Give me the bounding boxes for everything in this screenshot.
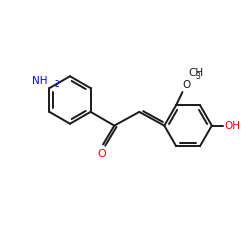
Text: O: O <box>183 80 191 90</box>
Text: OH: OH <box>224 121 240 130</box>
Text: 2: 2 <box>54 80 59 89</box>
Text: 3: 3 <box>196 72 200 81</box>
Text: NH: NH <box>32 76 48 86</box>
Text: CH: CH <box>188 68 203 78</box>
Text: O: O <box>98 149 106 159</box>
